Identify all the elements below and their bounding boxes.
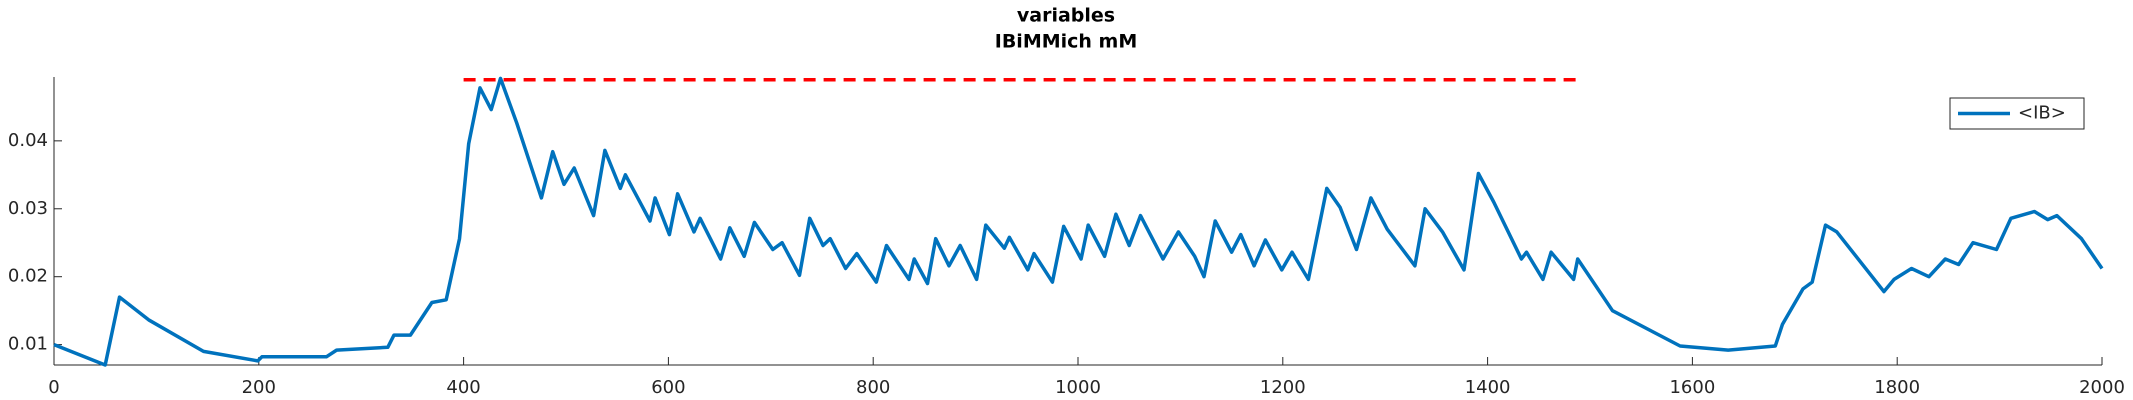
y-tick-label: 0.03	[8, 198, 48, 219]
y-tick-label: 0.04	[8, 130, 48, 151]
x-tick-label: 400	[446, 377, 480, 398]
x-tick-label: 200	[242, 377, 276, 398]
data-line	[53, 76, 2104, 367]
legend-label: <IB>	[2018, 103, 2066, 124]
x-tick-label: 0	[48, 377, 59, 398]
x-tick-label: 800	[856, 377, 890, 398]
x-tick-label: 2000	[2079, 377, 2125, 398]
x-tick-label: 1600	[1669, 377, 1715, 398]
x-tick-label: 1000	[1055, 377, 1101, 398]
x-tick-label: 1800	[1874, 377, 1920, 398]
chart-title: variables	[1017, 5, 1115, 27]
chart-subtitle: IBiMMich mM	[995, 31, 1138, 53]
x-tick-label: 1200	[1260, 377, 1306, 398]
x-tick-label: 600	[651, 377, 685, 398]
y-tick-label: 0.01	[8, 334, 48, 355]
y-tick-label: 0.02	[8, 266, 48, 287]
x-tick-label: 1400	[1465, 377, 1511, 398]
